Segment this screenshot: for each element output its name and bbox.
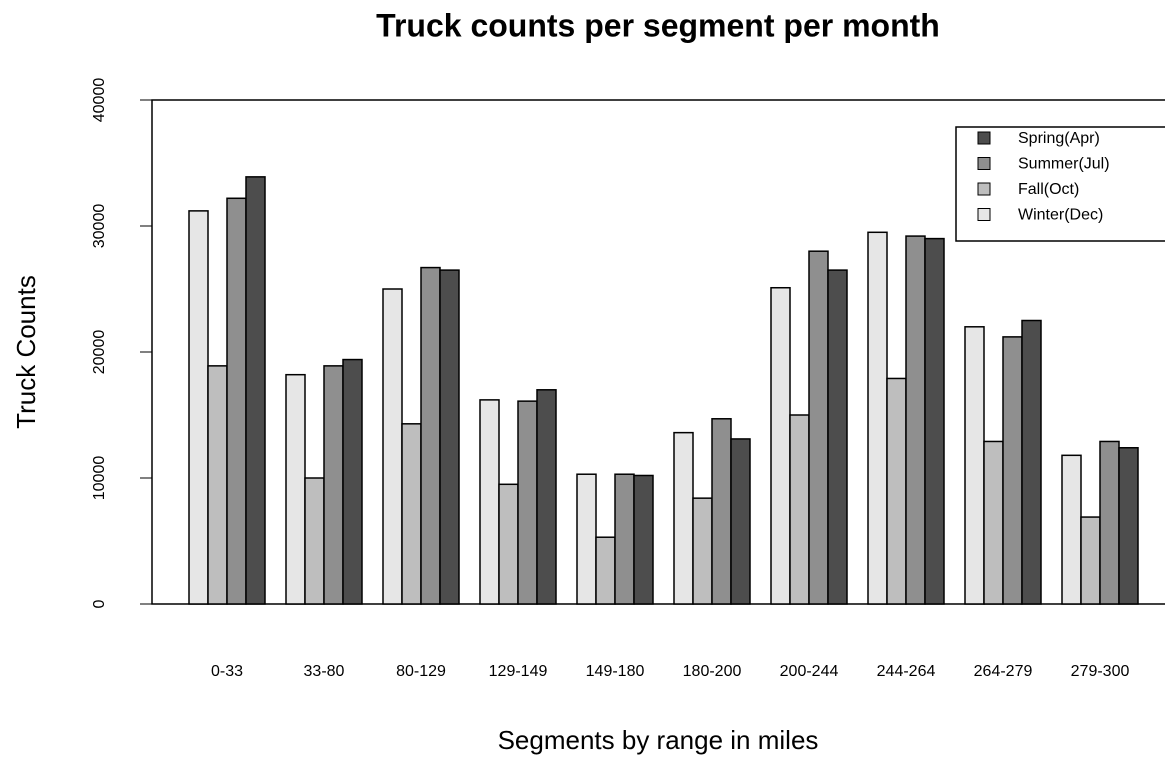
bar — [1002, 336, 1023, 605]
legend-swatch — [977, 131, 991, 145]
bar — [808, 250, 829, 605]
bar — [304, 477, 325, 605]
legend-swatch — [977, 157, 991, 170]
bar — [1118, 447, 1139, 605]
x-tick-label: 129-149 — [489, 663, 548, 680]
legend-label: Spring(Apr) — [1018, 130, 1100, 147]
legend-box — [955, 126, 1165, 242]
bar — [633, 474, 654, 605]
bar — [439, 269, 460, 605]
legend-label: Summer(Jul) — [1018, 156, 1110, 173]
bar — [867, 231, 888, 605]
y-tick-label: 40000 — [91, 78, 108, 123]
bar — [1099, 440, 1120, 605]
bar — [479, 399, 500, 605]
legend-swatch — [977, 182, 991, 196]
bar — [983, 440, 1004, 605]
legend-label: Winter(Dec) — [1018, 207, 1103, 224]
bar — [673, 431, 694, 605]
y-tick-label: 30000 — [91, 204, 108, 249]
x-tick-label: 244-264 — [877, 663, 936, 680]
bar — [576, 473, 597, 605]
bar — [226, 197, 247, 605]
bar — [420, 266, 441, 605]
y-tick-label: 20000 — [91, 330, 108, 375]
bar — [886, 377, 907, 605]
legend-label: Fall(Oct) — [1018, 181, 1079, 198]
bar — [595, 536, 616, 605]
x-axis-label: Segments by range in miles — [498, 725, 819, 755]
y-tick-label: 0 — [91, 599, 108, 608]
bar — [770, 286, 791, 605]
bar — [827, 269, 848, 605]
bar — [207, 365, 228, 605]
bar — [711, 418, 732, 605]
bar — [1080, 516, 1101, 605]
chart-title: Truck counts per segment per month — [376, 7, 940, 43]
bar — [342, 358, 363, 605]
bar — [536, 389, 557, 605]
x-tick-label: 279-300 — [1071, 663, 1130, 680]
x-tick-label: 0-33 — [211, 663, 243, 680]
bar — [382, 288, 403, 605]
bar — [905, 235, 926, 605]
bar — [401, 423, 422, 605]
bar — [924, 237, 945, 605]
x-tick-label: 200-244 — [780, 663, 839, 680]
bar — [964, 326, 985, 605]
bar — [692, 497, 713, 605]
y-axis-label: Truck Counts — [11, 275, 41, 429]
bar — [1061, 454, 1082, 605]
bar — [730, 438, 751, 605]
y-tick-label: 10000 — [91, 456, 108, 501]
bar — [245, 176, 266, 605]
bar — [323, 365, 344, 605]
x-tick-label: 33-80 — [304, 663, 345, 680]
bar — [614, 473, 635, 605]
bar — [188, 210, 209, 605]
legend-swatch — [977, 208, 991, 221]
bar — [1021, 319, 1042, 605]
bar — [517, 400, 538, 605]
x-tick-label: 149-180 — [586, 663, 645, 680]
bar — [498, 483, 519, 605]
x-tick-label: 180-200 — [683, 663, 742, 680]
bar — [285, 373, 306, 605]
x-tick-label: 264-279 — [974, 663, 1033, 680]
bar — [789, 414, 810, 605]
x-tick-label: 80-129 — [396, 663, 446, 680]
